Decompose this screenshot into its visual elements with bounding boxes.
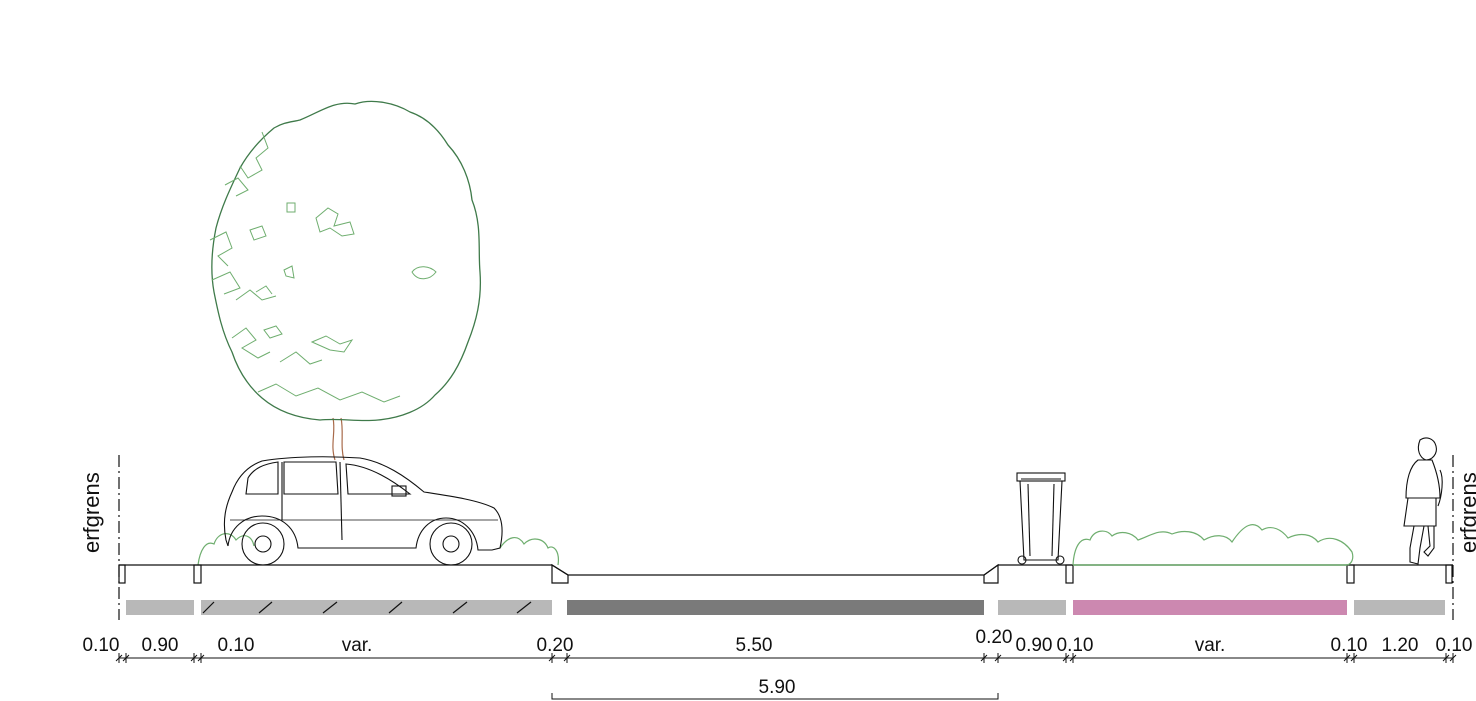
dim-label: 0.90	[142, 635, 179, 656]
surface-bars	[126, 600, 1445, 615]
property-line-right-label: erfgrens	[1456, 472, 1476, 553]
dim-label: 5.50	[736, 635, 773, 656]
dimension-line	[115, 653, 1457, 663]
dimension-labels: 0.10 0.90 0.10 var. 0.20 5.50 0.20 0.90 …	[83, 627, 1473, 656]
dim-label: 0.10	[1436, 635, 1473, 656]
bar-green-strip	[1073, 600, 1347, 615]
street-profile	[118, 563, 1453, 584]
property-line-left: erfgrens	[79, 455, 120, 620]
dim-label: 0.10	[83, 635, 120, 656]
dim-label: 0.20	[976, 627, 1013, 648]
shrub-left	[197, 533, 559, 566]
property-line-left-label: erfgrens	[79, 472, 104, 553]
bar-sidewalk-right	[1354, 600, 1445, 615]
shrub-right	[1072, 524, 1354, 566]
bar-carriageway	[567, 600, 984, 615]
tree-crown	[211, 100, 482, 422]
bar-parking	[201, 600, 552, 615]
dim-label: var.	[1195, 635, 1226, 656]
car-window-middle	[283, 461, 339, 495]
tree-trunk	[332, 417, 345, 461]
car-window-rear	[245, 461, 279, 495]
car	[223, 456, 503, 566]
dim-label: 0.10	[1331, 635, 1368, 656]
dim-label: 0.10	[1057, 635, 1094, 656]
car-body	[223, 456, 503, 551]
total-dimension-label: 5.90	[759, 677, 796, 698]
dim-label: 0.10	[218, 635, 255, 656]
car-window-front	[345, 463, 412, 495]
pedestrian	[1403, 437, 1443, 565]
wheelie-bin	[1016, 472, 1066, 565]
car-wheel-rear	[241, 522, 285, 566]
dim-label: var.	[342, 635, 373, 656]
car-wheel-front	[429, 522, 473, 566]
dim-label: 1.20	[1382, 635, 1419, 656]
dim-label: 0.20	[537, 635, 574, 656]
tree	[209, 100, 482, 461]
total-dimension: 5.90	[551, 677, 999, 700]
bar-parking-hatch	[202, 601, 532, 614]
dim-label: 0.90	[1016, 635, 1053, 656]
bar-sidewalk-left	[126, 600, 194, 615]
property-line-right: erfgrens	[1452, 455, 1476, 620]
bar-kerb-strip	[998, 600, 1066, 615]
